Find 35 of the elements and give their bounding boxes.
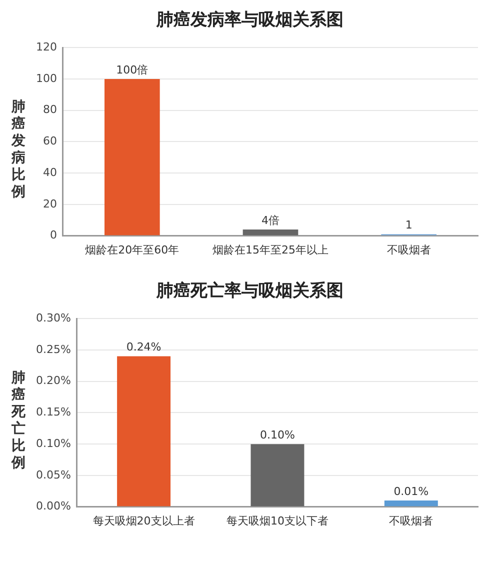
y-tick-label: 0.15% xyxy=(36,406,71,419)
bar xyxy=(250,444,304,506)
y-tick-label: 60 xyxy=(42,134,57,148)
data-label: 0.24% xyxy=(126,340,162,354)
y-tick-label: 0.25% xyxy=(36,342,71,356)
y-tick-label: 20 xyxy=(42,197,57,210)
y-tick-label: 0.00% xyxy=(36,500,71,513)
x-tick-label: 不吸烟者 xyxy=(389,514,434,528)
data-label: 100倍 xyxy=(116,63,148,76)
x-tick-label: 不吸烟者 xyxy=(386,243,431,256)
x-tick-label: 烟龄在20年至60年 xyxy=(85,243,180,256)
bar xyxy=(104,78,160,236)
y-tick-label: 0 xyxy=(50,228,57,242)
y-tick-label: 0.05% xyxy=(36,468,71,482)
bar xyxy=(117,356,171,506)
bar xyxy=(384,500,438,506)
chart-title: 肺癌发病率与吸烟关系图 xyxy=(155,9,344,31)
x-tick-label: 烟龄在15年至25年以上 xyxy=(212,243,328,256)
data-label: 0.10% xyxy=(260,428,295,442)
data-label: 4倍 xyxy=(262,214,280,227)
y-tick-label: 40 xyxy=(42,166,57,179)
y-tick-label: 0.20% xyxy=(36,374,71,388)
y-axis-title: 肺癌发病比例 xyxy=(11,99,26,201)
y-tick-label: 0.30% xyxy=(36,311,71,324)
y-tick-label: 80 xyxy=(42,103,57,116)
x-tick-label: 每天吸烟20支以上者 xyxy=(92,514,195,528)
chart-title: 肺癌死亡率与吸烟关系图 xyxy=(155,280,344,302)
y-tick-label: 0.10% xyxy=(36,436,71,450)
y-axis-title: 肺癌死亡比例 xyxy=(11,370,26,472)
data-label: 1 xyxy=(405,218,412,232)
x-tick-label: 每天吸烟10支以下者 xyxy=(226,514,328,528)
data-label: 0.01% xyxy=(394,484,429,498)
y-tick-label: 120 xyxy=(36,40,57,54)
bar xyxy=(242,230,298,236)
y-tick-label: 100 xyxy=(36,72,57,85)
